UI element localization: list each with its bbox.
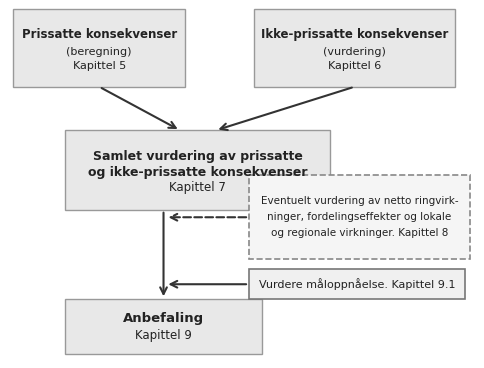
FancyBboxPatch shape: [248, 269, 464, 299]
Text: Prissatte konsekvenser: Prissatte konsekvenser: [21, 28, 177, 40]
FancyBboxPatch shape: [65, 130, 330, 210]
Text: ninger, fordelingseffekter og lokale: ninger, fordelingseffekter og lokale: [267, 212, 451, 222]
FancyBboxPatch shape: [248, 175, 469, 259]
Text: Vurdere måloppnåelse. Kapittel 9.1: Vurdere måloppnåelse. Kapittel 9.1: [258, 278, 454, 290]
Text: (vurdering): (vurdering): [322, 47, 385, 57]
Text: (beregning): (beregning): [66, 47, 132, 57]
FancyBboxPatch shape: [253, 9, 454, 87]
Text: Anbefaling: Anbefaling: [123, 312, 204, 325]
Text: og ikke-prissatte konsekvenser: og ikke-prissatte konsekvenser: [88, 166, 307, 178]
Text: Eventuelt vurdering av netto ringvirk-: Eventuelt vurdering av netto ringvirk-: [260, 197, 457, 206]
Text: Samlet vurdering av prissatte: Samlet vurdering av prissatte: [93, 150, 302, 163]
Text: Ikke-prissatte konsekvenser: Ikke-prissatte konsekvenser: [260, 28, 447, 40]
FancyBboxPatch shape: [65, 299, 261, 354]
Text: og regionale virkninger. Kapittel 8: og regionale virkninger. Kapittel 8: [270, 228, 447, 238]
Text: Kapittel 7: Kapittel 7: [169, 181, 226, 194]
Text: Kapittel 9: Kapittel 9: [135, 329, 192, 342]
FancyBboxPatch shape: [13, 9, 185, 87]
Text: Kapittel 5: Kapittel 5: [73, 61, 125, 71]
Text: Kapittel 6: Kapittel 6: [327, 61, 380, 71]
